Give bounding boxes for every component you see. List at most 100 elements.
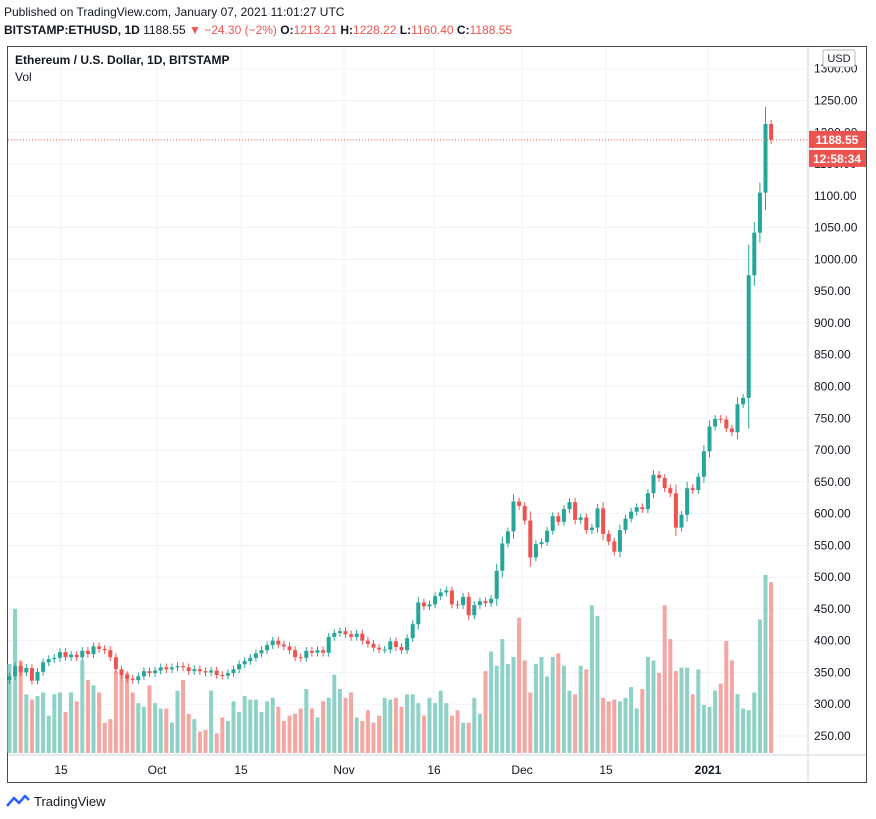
volume-bar bbox=[645, 656, 650, 753]
candle-body bbox=[763, 124, 768, 193]
candle-body bbox=[511, 501, 516, 532]
volume-bar bbox=[80, 660, 85, 753]
volume-bar bbox=[763, 575, 768, 753]
candle-body bbox=[494, 570, 499, 599]
candle-body bbox=[231, 669, 236, 674]
candle-body bbox=[556, 516, 561, 522]
time-tick-label: 15 bbox=[54, 763, 68, 777]
volume-bar bbox=[578, 665, 583, 753]
candle-body bbox=[461, 596, 466, 606]
candle-body bbox=[69, 654, 74, 658]
volume-bar bbox=[461, 722, 466, 753]
price-tick-label: 900.00 bbox=[814, 316, 851, 330]
candle-body bbox=[298, 657, 303, 659]
volume-bar bbox=[343, 697, 348, 753]
volume-bar bbox=[505, 664, 510, 753]
price-tick-label: 250.00 bbox=[814, 729, 851, 743]
candle-body bbox=[337, 631, 342, 634]
volume-bar bbox=[220, 717, 225, 753]
volume-bar bbox=[561, 665, 566, 753]
candle-body bbox=[197, 669, 202, 672]
volume-bar bbox=[46, 715, 51, 753]
price-tick-label: 1000.00 bbox=[814, 252, 858, 266]
candle-body bbox=[433, 596, 438, 605]
volume-bar bbox=[690, 694, 695, 753]
candle-body bbox=[662, 477, 667, 489]
price-change: −24.30 (−2%) bbox=[204, 23, 277, 37]
candle-body bbox=[741, 397, 746, 405]
symbol-name: BITSTAMP:ETHUSD, 1D bbox=[4, 23, 140, 37]
candle-body bbox=[505, 531, 510, 544]
candle-body bbox=[769, 124, 774, 140]
time-axis: 15 Oct 15 Nov 16 Dec 15 2021 bbox=[54, 763, 721, 777]
candle-body bbox=[483, 601, 488, 604]
candle-body bbox=[410, 624, 415, 639]
candle-body bbox=[752, 232, 757, 276]
countdown-label: 12:58:34 bbox=[813, 152, 861, 166]
candle-body bbox=[701, 451, 706, 477]
candle-body bbox=[237, 664, 242, 670]
candle-body bbox=[382, 649, 387, 651]
candle-body bbox=[147, 671, 152, 674]
candle-body bbox=[242, 661, 247, 665]
candle-body bbox=[545, 530, 550, 543]
volume-bar bbox=[713, 690, 718, 753]
volume-bar bbox=[668, 639, 673, 753]
candle-body bbox=[567, 502, 572, 510]
chart-frame[interactable] bbox=[7, 46, 867, 783]
volume-bar bbox=[589, 605, 594, 753]
candle-body bbox=[746, 275, 751, 398]
volume-bar bbox=[573, 694, 578, 753]
candle-body bbox=[606, 533, 611, 542]
candle-body bbox=[7, 676, 12, 681]
price-tick-label: 500.00 bbox=[814, 570, 851, 584]
currency-button[interactable] bbox=[822, 49, 856, 68]
candle-body bbox=[102, 648, 107, 651]
tradingview-logo[interactable]: TradingView bbox=[6, 791, 106, 811]
candle-body bbox=[729, 428, 734, 433]
volume-bar bbox=[18, 660, 23, 753]
candle-body bbox=[449, 590, 454, 605]
candle-body bbox=[438, 592, 443, 597]
volume-bar bbox=[477, 713, 482, 753]
candle-body bbox=[360, 633, 365, 641]
price-tick-label: 600.00 bbox=[814, 507, 851, 521]
candle-body bbox=[757, 192, 762, 233]
legend-vol: Vol bbox=[15, 70, 32, 84]
candle-body bbox=[309, 650, 314, 653]
volume-bar bbox=[629, 687, 634, 753]
volume-bar bbox=[382, 697, 387, 753]
volume-bar bbox=[410, 694, 415, 753]
candle-body bbox=[108, 650, 113, 658]
volume-bar bbox=[685, 667, 690, 753]
candle-body bbox=[522, 505, 527, 521]
candle-body bbox=[209, 670, 214, 673]
volume-bar bbox=[679, 667, 684, 753]
candle-body bbox=[259, 650, 264, 654]
brand-name: TradingView bbox=[34, 793, 106, 809]
volume-bar bbox=[601, 697, 606, 753]
volume-bar bbox=[57, 692, 62, 753]
candle-body bbox=[634, 507, 639, 512]
candle-body bbox=[326, 636, 331, 653]
volume-bar bbox=[360, 720, 365, 753]
volume-bar bbox=[186, 713, 191, 753]
volume-bar bbox=[550, 656, 555, 753]
candle-body bbox=[388, 641, 393, 650]
volume-bar bbox=[472, 697, 477, 753]
volume-bar bbox=[130, 692, 135, 753]
price-tick-label: 850.00 bbox=[814, 348, 851, 362]
volume-bar bbox=[231, 701, 236, 753]
volume-bar bbox=[769, 582, 774, 753]
volume-bar bbox=[214, 733, 219, 753]
volume-bar bbox=[237, 712, 242, 753]
candle-body bbox=[718, 418, 723, 420]
countdown-tag bbox=[809, 149, 866, 167]
candle-body bbox=[589, 527, 594, 531]
price-tick-label: 800.00 bbox=[814, 379, 851, 393]
volume-bar bbox=[293, 713, 298, 753]
candle-body bbox=[287, 646, 292, 651]
candle-body bbox=[80, 650, 85, 658]
candle-body bbox=[46, 659, 51, 663]
